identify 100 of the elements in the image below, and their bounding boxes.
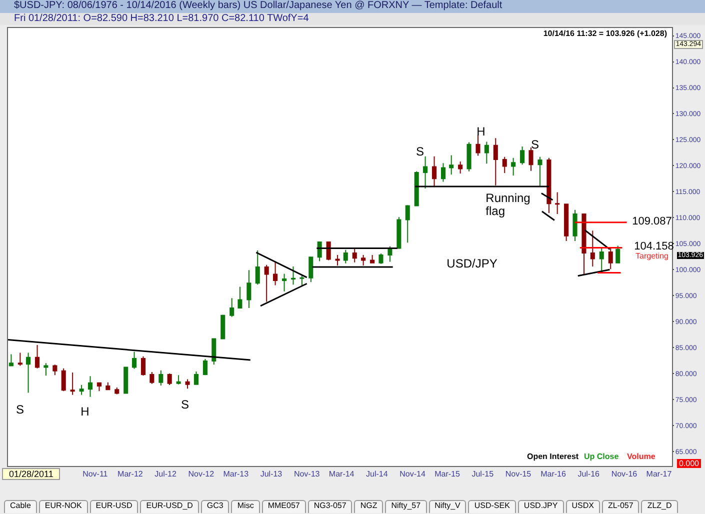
candlestick [52, 364, 58, 376]
annotation: 10/14/16 11:32 = 103.926 (+1.028) [543, 29, 667, 38]
x-tick-label: Jul-14 [366, 470, 388, 479]
candlestick [388, 246, 392, 262]
candlestick [520, 146, 525, 166]
x-tick-label: Jul-13 [260, 470, 283, 479]
text: EUR-NOK [38, 500, 88, 513]
candlestick [616, 245, 620, 264]
x-tick-label: Jul-12 [154, 470, 177, 479]
chart-title: $USD-JPY: 08/06/1976 - 10/14/2016 (Weekly bars) US Dollar/Japanese Yen @ FORXNY — Template: Default [0, 0, 705, 13]
candlestick [124, 366, 128, 394]
text: Nifty_57 [385, 500, 427, 513]
text: GC3 [200, 500, 230, 513]
candlestick [150, 371, 154, 384]
candlestick [476, 134, 480, 156]
x-tick-label: Mar-15 [434, 470, 461, 479]
candlestick [449, 154, 454, 176]
candlestick [79, 384, 84, 396]
candlestick [564, 203, 569, 242]
candlestick [440, 162, 446, 182]
annotation: 109.087 [632, 216, 672, 228]
text: NGZ [354, 500, 384, 513]
x-tick-label: Mar-16 [540, 470, 566, 479]
text: EUR-USD_D [140, 500, 199, 513]
candlestick [423, 156, 428, 190]
candlestick [378, 252, 384, 264]
annotation: Open Interest [527, 452, 579, 461]
candlestick [343, 249, 348, 264]
candlestick [599, 246, 604, 273]
candlestick [212, 338, 216, 366]
candlestick [114, 387, 120, 395]
text: 01/28/2011 [2, 468, 60, 480]
candlestick [26, 352, 31, 394]
candlestick [414, 170, 419, 207]
candlestick [361, 254, 366, 266]
text: USD.JPY [518, 500, 564, 513]
annotation: H [80, 404, 90, 418]
candlestick [608, 246, 613, 270]
candlestick [555, 192, 560, 215]
candlestick [282, 273, 287, 292]
x-tick-label: Mar-14 [328, 470, 355, 479]
chart-subtitle: Fri 01/28/2011: O=82.590 H=83.210 L=81.970 C=82.110 TWofY=4 [0, 13, 705, 25]
x-tick-label: Nov-16 [611, 470, 638, 479]
text: Cable [4, 500, 37, 513]
annotation: Volume [627, 452, 656, 461]
candlestick [230, 298, 234, 318]
annotation: Up Close [584, 452, 619, 461]
candlestick [273, 261, 278, 286]
candlestick [70, 372, 75, 396]
candlestick [572, 209, 578, 242]
x-tick-label: Jul-15 [472, 470, 494, 479]
candlestick [88, 376, 93, 398]
text: EUR-USD [90, 500, 138, 513]
candlestick [582, 214, 586, 276]
text: Nifty_V [428, 500, 466, 513]
candlestick [370, 254, 375, 264]
candlestick [194, 370, 198, 385]
candlestick [185, 378, 190, 390]
candlestick [538, 156, 542, 188]
candlestick [396, 216, 402, 250]
text: USD-SEK [468, 500, 516, 513]
candlestick [132, 351, 137, 370]
text: 0.000 [676, 459, 701, 468]
candlestick [300, 274, 304, 286]
candlestick [458, 161, 463, 174]
x-tick-label: Jul-16 [578, 470, 600, 479]
annotation: S [180, 398, 190, 412]
candlestick [202, 358, 208, 376]
candlestick [18, 352, 22, 366]
candlestick [528, 147, 534, 172]
text: MME057 [262, 500, 306, 513]
candlestick [405, 204, 410, 244]
text: ZLZ_D [641, 500, 678, 513]
candlestick [96, 382, 102, 392]
candlestick [493, 138, 498, 186]
candlestick [44, 362, 48, 376]
annotation: S [416, 144, 424, 158]
candlestick [106, 382, 110, 391]
candlestick [502, 156, 507, 174]
candlestick [590, 230, 595, 267]
candlestick [140, 356, 146, 376]
annotation: S [530, 138, 540, 152]
candlestick [167, 373, 172, 386]
text: USDX [566, 500, 600, 513]
x-tick-label: Nov-12 [188, 470, 215, 479]
candlestick [546, 157, 552, 214]
x-tick-label: Nov-11 [82, 470, 108, 479]
candlestick [290, 266, 296, 286]
candlestick [466, 142, 472, 172]
x-tick-label: Nov-13 [294, 470, 320, 479]
candlestick [8, 354, 14, 366]
x-tick-label: Mar-17 [646, 470, 672, 479]
candlestick [484, 141, 489, 164]
candlestick [238, 286, 242, 309]
candlestick [34, 344, 40, 369]
annotation: USD/JPY [446, 256, 498, 270]
candlestick [308, 256, 314, 283]
candlestick [158, 370, 164, 386]
text: NG3-057 [308, 500, 352, 513]
x-tick-label: Mar-12 [118, 470, 144, 479]
